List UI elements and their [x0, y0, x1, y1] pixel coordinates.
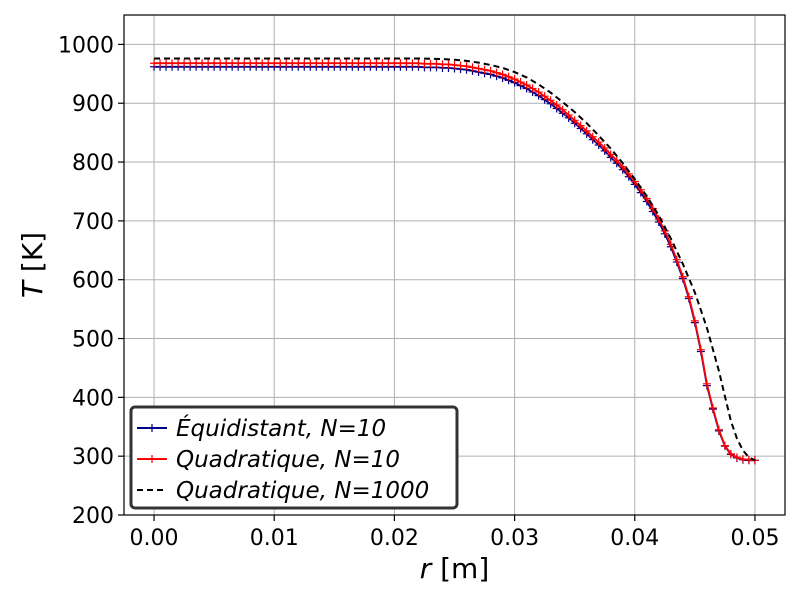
x-axis-unit: [m]: [431, 552, 489, 585]
plot-frame: [123, 14, 786, 516]
data-point: [498, 70, 507, 79]
series-layer: [150, 57, 759, 465]
data-point: [552, 101, 561, 109]
data-point: [702, 379, 711, 388]
series-2: [154, 57, 756, 462]
legend-swatch: [137, 424, 167, 432]
series-line: [154, 57, 756, 462]
data-point: [564, 111, 573, 119]
y-tick-label: 300: [72, 445, 114, 470]
data-point: [582, 126, 591, 135]
legend-entry: Quadratique, N=10: [137, 447, 400, 473]
y-tick-label: 800: [72, 151, 114, 176]
data-point: [690, 316, 699, 325]
legend-label: Quadratique, N=1000: [176, 478, 429, 504]
x-tick-label: 0.01: [250, 526, 299, 551]
data-point: [546, 96, 555, 105]
data-point: [534, 88, 543, 97]
x-tick-label: 0.03: [490, 526, 539, 551]
data-point: [720, 441, 729, 450]
data-point: [732, 453, 741, 462]
y-tick-label: 500: [72, 328, 114, 353]
data-point: [468, 63, 477, 72]
data-point: [684, 292, 693, 301]
data-point: [480, 65, 489, 74]
data-point: [678, 272, 687, 281]
data-point: [576, 121, 585, 130]
data-point: [474, 64, 483, 73]
data-point: [588, 132, 597, 141]
legend-entry: Quadratique, N=1000: [137, 478, 429, 504]
data-point: [606, 150, 615, 159]
legend-marker: [148, 424, 156, 432]
data-point: [714, 425, 723, 434]
y-tick-label: 400: [72, 386, 114, 411]
legend-entry: Équidistant, N=10: [137, 414, 386, 442]
data-point: [672, 255, 681, 264]
y-tick-label: 700: [72, 210, 114, 235]
y-tick-label: 1000: [58, 33, 114, 58]
x-axis-label: r [m]: [420, 552, 490, 585]
data-point: [528, 84, 537, 93]
data-point: [558, 105, 567, 114]
legend-swatch: [137, 455, 167, 463]
legend: Équidistant, N=10 Quadratique, N=10 Quad…: [129, 405, 459, 510]
legend-label: Équidistant, N=10: [176, 414, 386, 442]
grid: [124, 15, 785, 516]
data-point: [696, 345, 705, 354]
data-point: [462, 62, 471, 71]
data-point: [594, 138, 603, 147]
data-point: [726, 449, 735, 458]
legend-marker: [148, 455, 156, 463]
y-axis-unit: [K]: [16, 232, 49, 281]
y-axis-label: T [K]: [16, 232, 49, 298]
data-point: [516, 78, 525, 87]
x-tick-label: 0.02: [370, 526, 419, 551]
y-tick-label: 900: [72, 92, 114, 117]
data-point: [708, 403, 717, 412]
y-tick-label: 200: [72, 504, 114, 529]
data-point: [486, 66, 495, 75]
data-point: [492, 68, 501, 77]
x-tick-label: 0.04: [610, 526, 659, 551]
data-point: [522, 81, 531, 89]
x-tick-label: 0.05: [730, 526, 779, 551]
data-point: [504, 72, 513, 81]
data-point: [600, 143, 609, 152]
data-point: [540, 92, 549, 101]
y-tick-label: 600: [72, 269, 114, 294]
x-tick-label: 0.00: [130, 526, 179, 551]
legend-box: [129, 405, 459, 510]
data-point: [510, 75, 519, 84]
axis-ticks: 0.00 0.01 0.02 0.03 0.04 0.05 200 300 400 500 600 7…: [58, 33, 779, 551]
x-axis-variable: r: [420, 552, 433, 585]
y-axis-variable: T: [16, 279, 49, 298]
legend-label: Quadratique, N=10: [176, 447, 400, 473]
data-point: [570, 116, 579, 125]
series-1: [150, 59, 759, 465]
